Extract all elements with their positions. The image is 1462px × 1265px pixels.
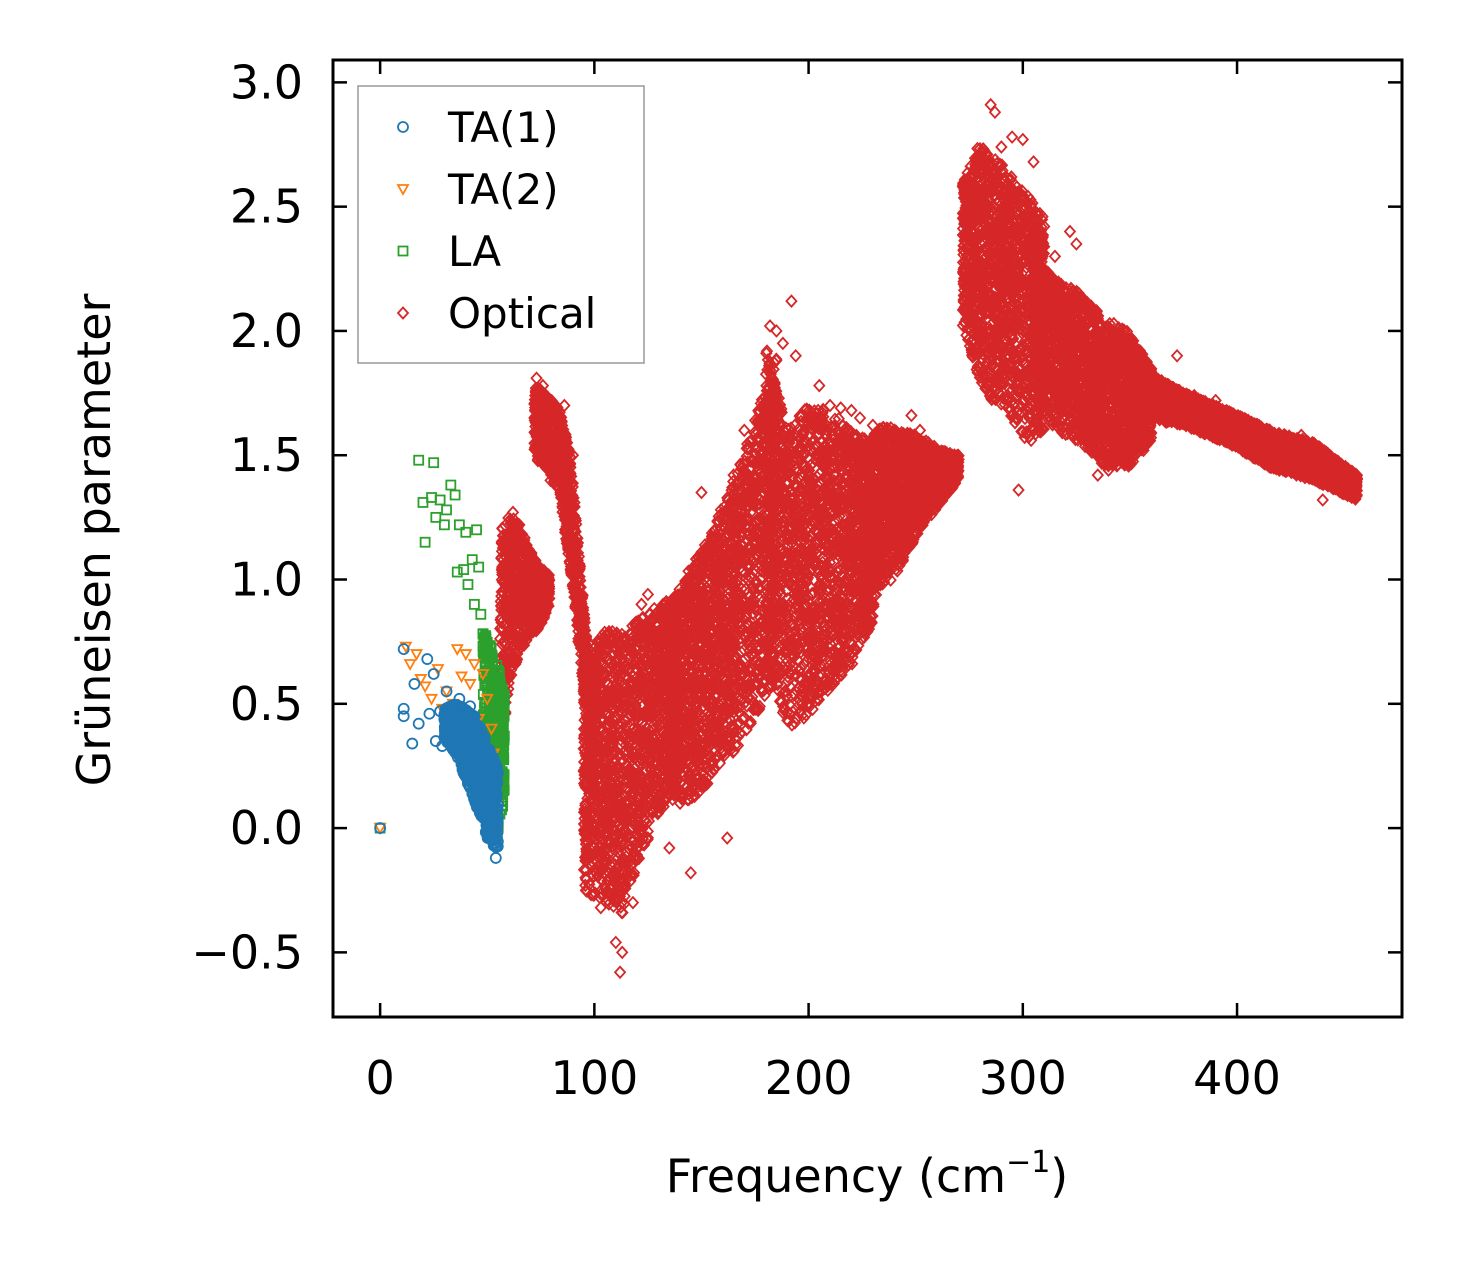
scatter-points	[373, 97, 1364, 980]
data-point	[499, 593, 513, 608]
data-point	[512, 580, 525, 595]
series-optical	[493, 97, 1364, 980]
